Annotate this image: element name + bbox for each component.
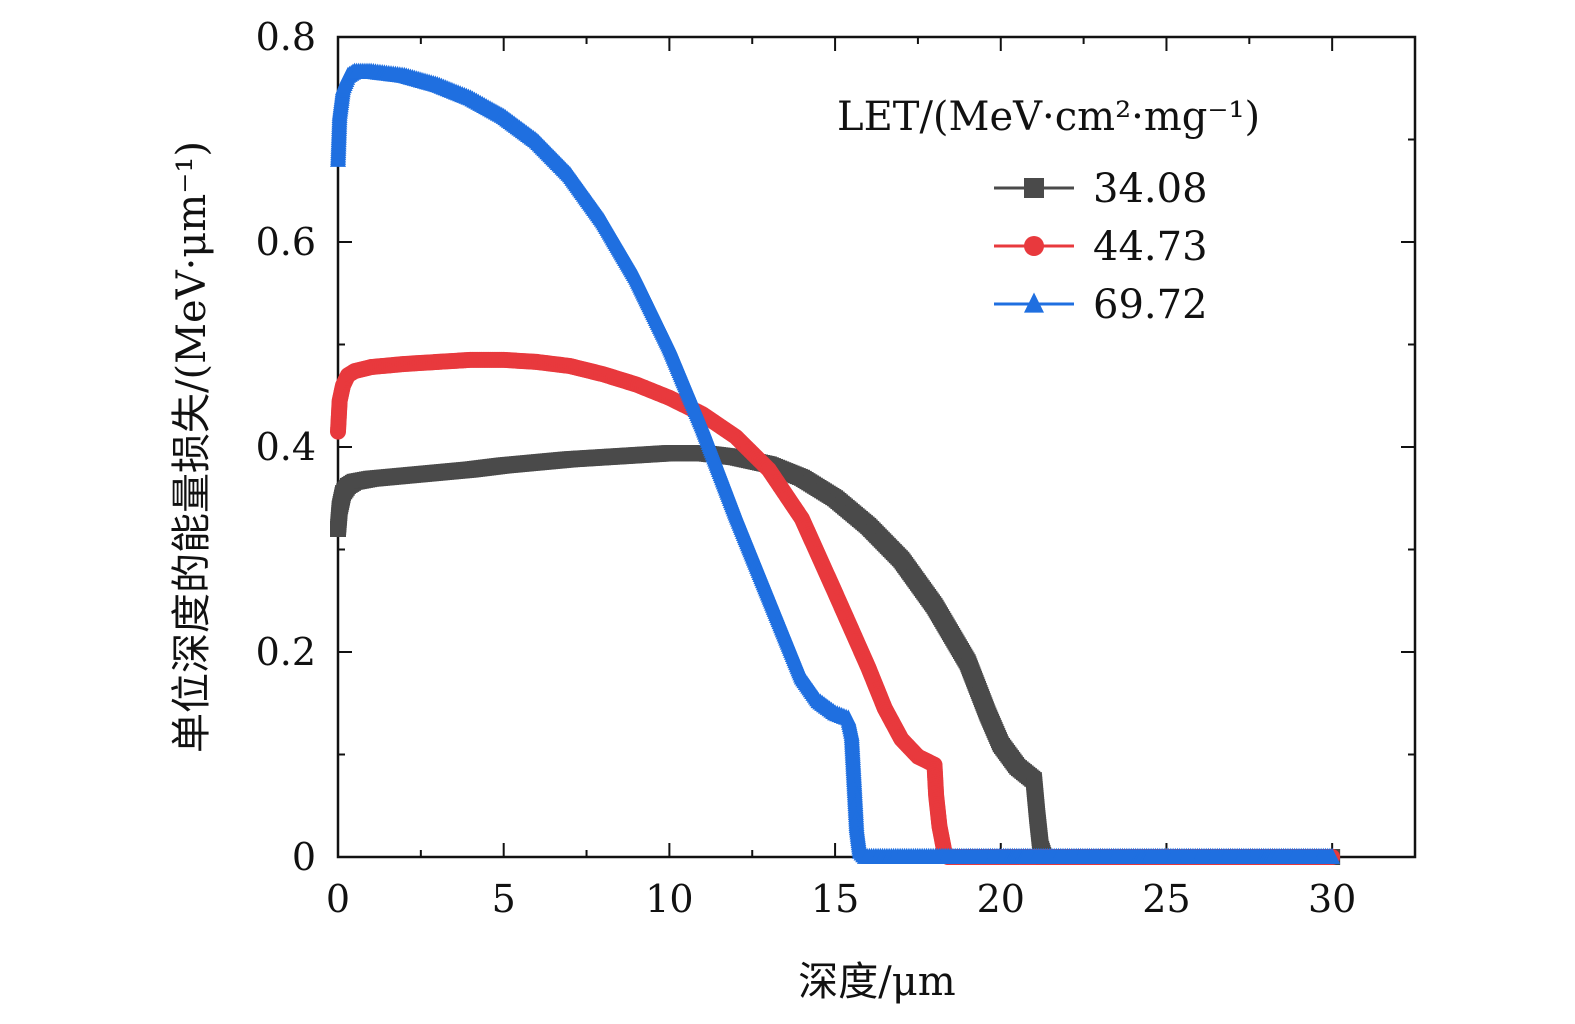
series-line: [336, 451, 1333, 859]
x-tick-label: 10: [645, 877, 693, 921]
x-tick-label: 5: [492, 877, 516, 921]
legend-title: LET/(MeV·cm²·mg⁻¹): [837, 94, 1260, 140]
axis-ticks: 0 5 10 15 20 25 30 0 0.2 0.4 0.6 0.8: [256, 15, 1415, 921]
plot-area: [336, 35, 1417, 859]
x-tick-label: 15: [811, 877, 859, 921]
x-tick-label: 0: [326, 877, 350, 921]
legend-label: 69.72: [1093, 282, 1208, 328]
x-tick-label: 30: [1308, 877, 1356, 921]
legend-item: 69.72: [994, 282, 1208, 328]
legend-label: 44.73: [1093, 224, 1208, 270]
y-tick-label: 0.4: [256, 425, 316, 469]
legend-item: 44.73: [994, 224, 1208, 270]
series-layer: [330, 62, 1341, 865]
y-axis-title: 单位深度的能量损失/(MeV·μm⁻¹): [169, 141, 215, 753]
data-point: [1324, 847, 1341, 864]
x-axis-title: 深度/μm: [798, 959, 955, 1005]
y-tick-label: 0.8: [256, 15, 316, 59]
legend-label: 34.08: [1093, 166, 1208, 212]
plot-frame: [336, 35, 1417, 859]
y-tick-label: 0.6: [256, 220, 316, 264]
triangle-icon: [1024, 292, 1044, 313]
legend-item: 34.08: [994, 166, 1208, 212]
y-tick-label: 0.2: [256, 630, 316, 674]
x-tick-label: 20: [977, 877, 1025, 921]
square-icon: [1024, 178, 1044, 198]
series-44.73: [330, 351, 1341, 865]
legend: LET/(MeV·cm²·mg⁻¹) 34.08 44.73 69.72: [837, 94, 1260, 328]
series-69.72: [330, 62, 1341, 864]
x-tick-label: 25: [1142, 877, 1190, 921]
y-tick-label: 0: [292, 835, 316, 879]
circle-icon: [1024, 236, 1044, 256]
series-34.08: [330, 445, 1341, 865]
